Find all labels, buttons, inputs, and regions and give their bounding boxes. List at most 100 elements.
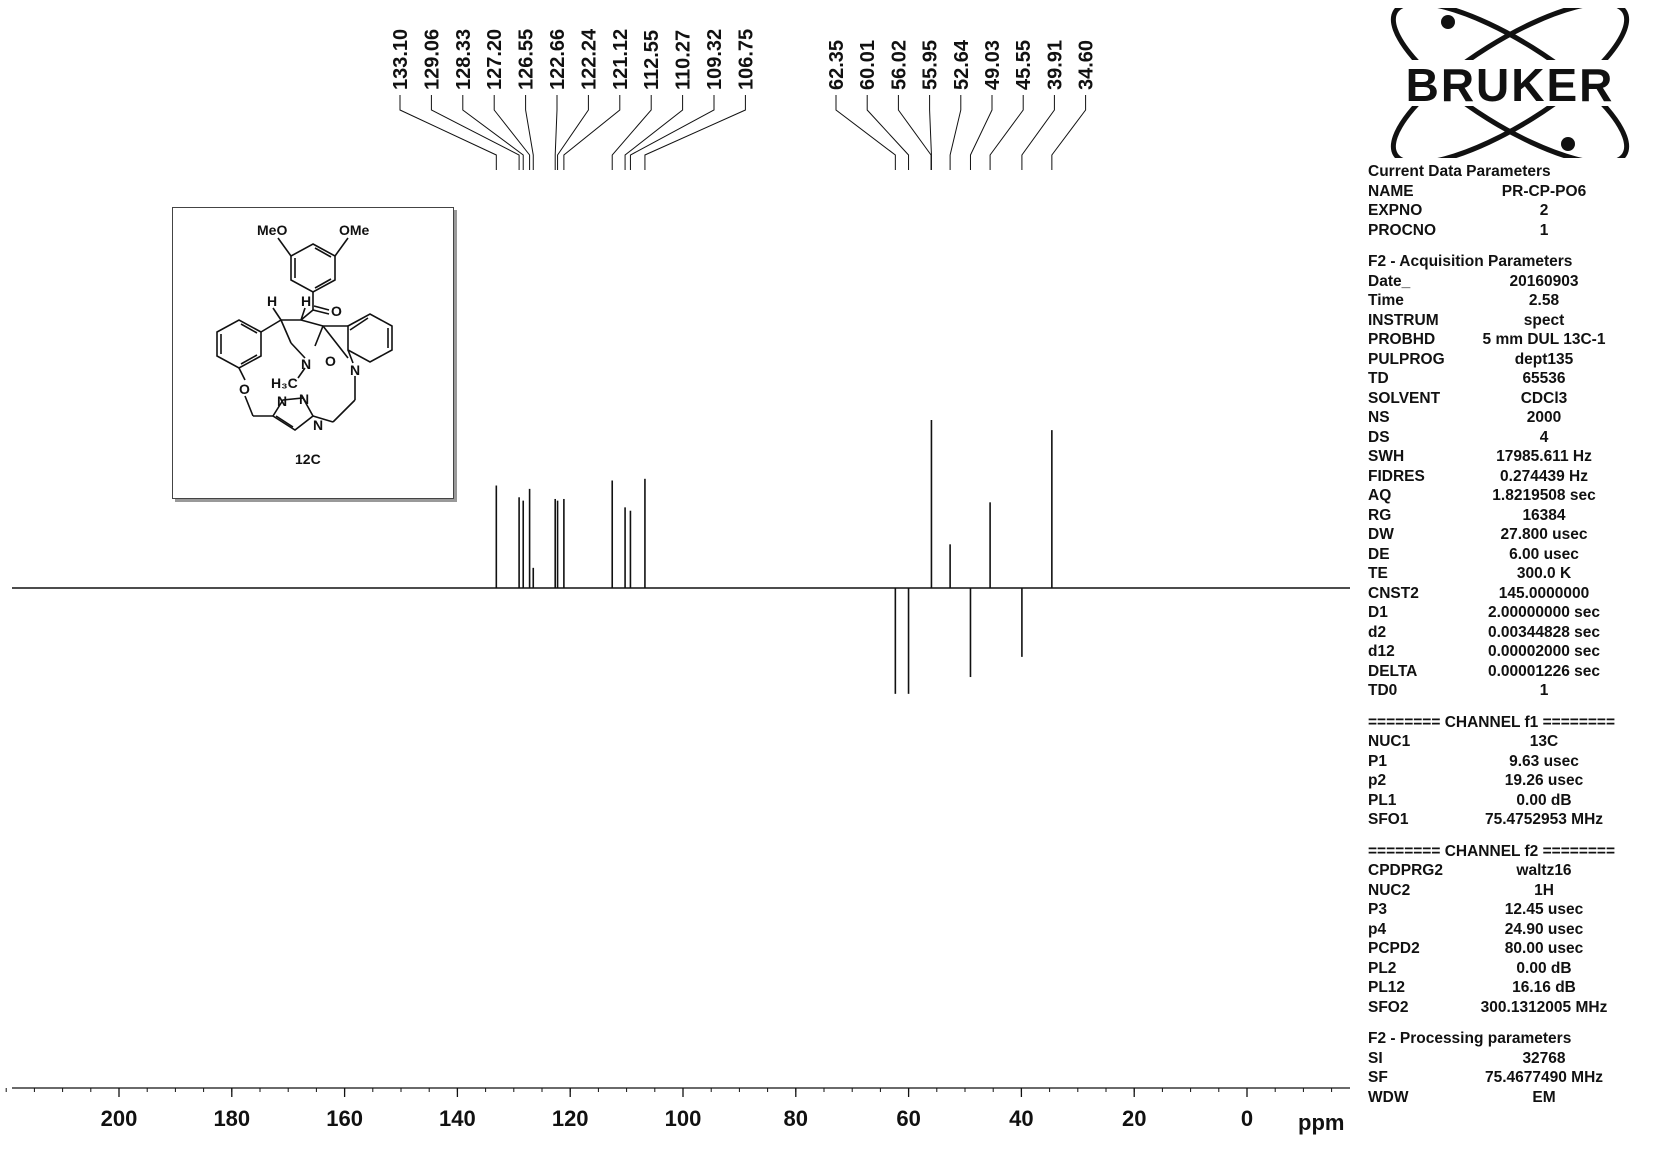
param-row: SWH 17985.611 Hz	[1368, 447, 1680, 467]
peak-ppm-label: 60.01	[857, 40, 879, 90]
param-row: P3 12.45 usec	[1368, 900, 1680, 920]
param-row: RG 16384	[1368, 506, 1680, 526]
peak-label-connector	[399, 95, 497, 170]
param-key: INSTRUM	[1368, 311, 1439, 329]
peak-label-connector	[611, 95, 652, 170]
param-value: 0.00 dB	[1516, 959, 1572, 977]
param-row: SI 32768	[1368, 1049, 1680, 1069]
peak-ppm-label: 122.24	[578, 28, 600, 90]
param-key: NAME	[1368, 182, 1414, 200]
param-key: d2	[1368, 623, 1387, 641]
section-title: Current Data Parameters	[1368, 163, 1551, 180]
param-value: 2.58	[1528, 292, 1560, 309]
param-row: TE 300.0 K	[1368, 564, 1680, 584]
peak-ppm-label: 133.10	[390, 29, 412, 90]
param-value: 17985.611 Hz	[1496, 448, 1592, 465]
param-value: 2000	[1526, 409, 1562, 426]
param-value: EM	[1532, 1088, 1556, 1106]
section-title: ======== CHANNEL f1 ========	[1368, 713, 1616, 731]
nmr-spectrum-chart: 133.10 129.06 128.33 127.20 126.55 122.66 122.…	[5, 28, 1350, 1135]
x-tick-label: 20	[1122, 1106, 1146, 1131]
param-key: Date_	[1368, 272, 1411, 290]
param-value: 2	[1539, 202, 1549, 219]
peak-ppm-label: 121.12	[610, 29, 632, 90]
param-key: TE	[1368, 565, 1388, 582]
param-key: SF	[1368, 1069, 1388, 1086]
param-row: SFO1 75.4752953 MHz	[1368, 810, 1680, 830]
param-row: WDW EM	[1368, 1088, 1680, 1108]
param-row: Time 2.58	[1368, 291, 1680, 311]
peak-ppm-label: 129.06	[421, 29, 443, 90]
methyl-label: H₃C	[271, 375, 298, 391]
peak-label-connector	[969, 95, 993, 170]
peak-label-connector	[554, 95, 558, 170]
x-tick-label: 80	[784, 1106, 808, 1131]
peak-ppm-label: 52.64	[951, 39, 973, 90]
param-value: 16.16 dB	[1512, 979, 1576, 996]
param-key: SFO2	[1368, 998, 1409, 1016]
param-value: spect	[1523, 311, 1565, 329]
x-tick-label: 120	[552, 1106, 589, 1131]
peak-label-connector	[430, 95, 520, 170]
x-tick-label: 140	[439, 1106, 476, 1131]
peak-ppm-label: 45.55	[1013, 40, 1035, 90]
section-title: F2 - Acquisition Parameters	[1368, 253, 1573, 270]
param-value: 1H	[1534, 881, 1554, 899]
peak-ppm-label: 109.32	[704, 29, 726, 90]
param-key: P3	[1368, 901, 1387, 918]
param-row: PCPD2 80.00 usec	[1368, 939, 1680, 959]
param-row: PROCNO 1	[1368, 221, 1680, 241]
param-value: 32768	[1522, 1049, 1566, 1067]
param-key: p4	[1368, 920, 1387, 938]
param-key: NUC2	[1368, 881, 1411, 899]
bruker-logo-text: BRUKER	[1406, 59, 1615, 111]
param-row: PULPROG dept135	[1368, 350, 1680, 370]
param-row: PL1 0.00 dB	[1368, 791, 1680, 811]
param-row: NUC1 13C	[1368, 732, 1680, 752]
param-key: RG	[1368, 506, 1392, 524]
param-key: NUC1	[1368, 733, 1411, 750]
param-key: p2	[1368, 772, 1387, 789]
param-key: P1	[1368, 752, 1387, 770]
param-key: PL2	[1368, 959, 1397, 977]
x-axis: 200 180 160 140 120 100 80 60 40 20 0 ppm	[5, 1087, 1350, 1135]
param-row: DELTA 0.00001226 sec	[1368, 662, 1680, 682]
param-value: 300.1312005 MHz	[1480, 998, 1608, 1016]
param-row: D1 2.00000000 sec	[1368, 603, 1680, 623]
param-row: SF 75.4677490 MHz	[1368, 1068, 1680, 1088]
param-value: 6.00 usec	[1509, 545, 1579, 563]
x-tick-label: 100	[665, 1106, 702, 1131]
x-tick-label: 200	[101, 1106, 138, 1131]
param-row: PL2 0.00 dB	[1368, 959, 1680, 979]
param-key: PL12	[1368, 979, 1406, 996]
param-key: D1	[1368, 604, 1388, 621]
peak-ppm-label: 55.95	[920, 40, 942, 90]
peak-ppm-label: 110.27	[673, 30, 695, 90]
param-key: PROBHD	[1368, 331, 1436, 348]
bruker-logo: BRUKER	[1374, 8, 1646, 158]
amine-nitrogen-label: N	[301, 356, 311, 372]
channel-f2-parameters: ======== CHANNEL f2 ======== CPDPRG2 walt…	[1368, 842, 1680, 1018]
param-value: 75.4677490 MHz	[1484, 1069, 1604, 1086]
param-key: FIDRES	[1368, 467, 1425, 485]
param-key: SWH	[1368, 448, 1405, 465]
param-key: SFO1	[1368, 811, 1409, 828]
peak-ppm-label: 127.20	[484, 29, 506, 90]
peak-label-connector	[563, 95, 621, 170]
peak-label-connector	[835, 95, 896, 170]
current-parameters: Current Data Parameters NAME PR-CP-PO6 EXP…	[1368, 162, 1680, 240]
compound-label: 12C	[295, 451, 321, 467]
lactam-nitrogen-label: N	[350, 362, 360, 378]
param-key: AQ	[1368, 487, 1392, 504]
peak-ppm-label: 56.02	[888, 40, 910, 90]
molecule-drawing: MeO OMe H H O N H₃C O N O N N N 12C	[216, 222, 393, 467]
param-row: NS 2000	[1368, 408, 1680, 428]
param-row: p2 19.26 usec	[1368, 771, 1680, 791]
param-row: EXPNO 2	[1368, 201, 1680, 221]
ether-oxygen-label: O	[239, 381, 250, 397]
peak-label-connector	[1021, 95, 1055, 170]
param-value: PR-CP-PO6	[1501, 182, 1587, 200]
peak-label-connector	[989, 95, 1024, 170]
param-key: SI	[1368, 1049, 1383, 1067]
param-row: d2 0.00344828 sec	[1368, 623, 1680, 643]
